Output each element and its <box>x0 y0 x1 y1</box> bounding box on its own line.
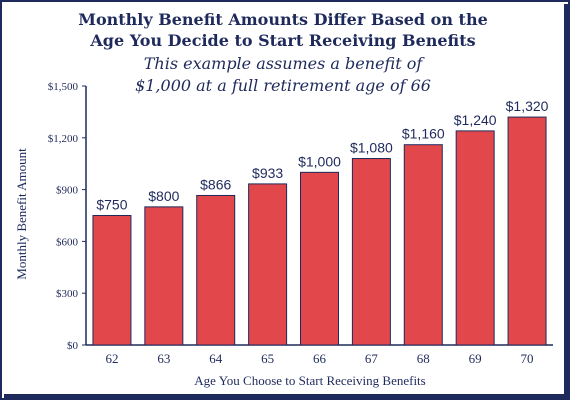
y-tick-label: $0 <box>67 340 79 352</box>
bar-age-62 <box>92 215 132 346</box>
y-tick-label: $900 <box>56 185 79 197</box>
bar-age-68 <box>403 144 443 346</box>
bar-age-70 <box>507 116 547 346</box>
bar-age-66 <box>300 171 339 346</box>
bar-value-labels: $750 $800 $866 $933 $1,000 $1,080 $1,160 $1,240… <box>96 98 548 212</box>
border-shadow-right <box>564 4 569 399</box>
bar-age-63 <box>144 206 184 346</box>
border-shadow-bottom <box>4 394 569 399</box>
bar-value-label: $1,160 <box>402 126 445 142</box>
bar-value-label: $750 <box>96 197 127 213</box>
x-tick-label: 62 <box>105 351 118 366</box>
x-tick-label: 66 <box>313 351 327 366</box>
bar-age-67 <box>351 158 391 346</box>
chart-subtitle: This example assumes a benefit of <box>144 54 426 73</box>
bar-value-label: $1,080 <box>350 140 393 156</box>
bar-value-label: $933 <box>252 165 283 181</box>
bar-value-label: $1,320 <box>506 98 549 114</box>
x-tick-label: 70 <box>521 351 534 366</box>
y-tick-label: $600 <box>56 236 79 248</box>
x-tick-label: 64 <box>209 351 223 366</box>
x-axis-label: Age You Choose to Start Receiving Benefi… <box>194 373 425 388</box>
bar-age-64 <box>196 194 236 346</box>
bar-age-65 <box>248 183 288 346</box>
x-tick-label: 67 <box>365 351 379 366</box>
bar-age-69 <box>455 130 495 346</box>
x-tick-label: 65 <box>261 351 274 366</box>
chart-title-line-2: Age You Decide to Start Receiving Benefi… <box>89 31 475 50</box>
bar-value-label: $866 <box>200 176 231 192</box>
y-tick-label: $1,200 <box>48 133 79 145</box>
chart-title: Monthly Benefit Amounts Differ Based on … <box>78 10 488 29</box>
y-tick-labels: $0 $300 $600 $900 $1,200 $1,500 <box>48 81 79 352</box>
y-axis-label: Monthly Benefit Amount <box>14 148 29 280</box>
bars <box>92 116 547 346</box>
bar-value-label: $1,240 <box>454 112 497 128</box>
x-tick-label: 68 <box>417 351 430 366</box>
y-tick-label: $300 <box>56 288 79 300</box>
bar-value-label: $1,000 <box>298 153 341 169</box>
x-tick-label: 63 <box>157 351 170 366</box>
chart-subtitle-line-2: $1,000 at a full retirement age of 66 <box>135 76 431 95</box>
bar-value-label: $800 <box>148 188 179 204</box>
x-tick-labels: 62 63 64 65 66 67 68 69 70 <box>105 351 533 366</box>
x-tick-label: 69 <box>469 351 482 366</box>
y-tick-label: $1,500 <box>48 81 79 93</box>
